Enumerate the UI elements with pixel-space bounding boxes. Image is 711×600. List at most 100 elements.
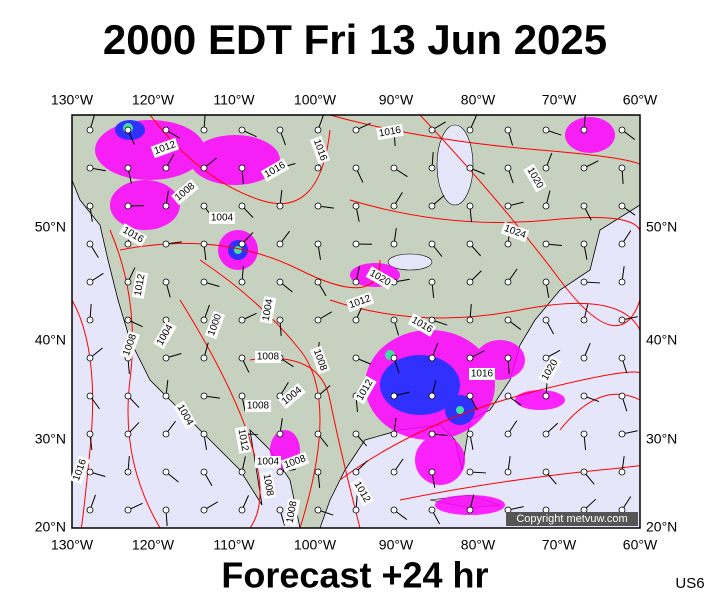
copyright: Copyright metvuw.com: [516, 513, 627, 525]
isobar-label-bg: [278, 383, 306, 409]
barb-station: [428, 202, 436, 210]
isobar-label-bg: [173, 400, 197, 430]
barb-station: [276, 240, 284, 248]
barb-station: [466, 430, 474, 438]
barb-station: [618, 126, 626, 134]
isobar-label: 1004: [209, 212, 235, 224]
lon-label-top: 80°W: [461, 92, 496, 108]
lat-label-right: 20°N: [646, 519, 677, 535]
lon-label-bottom: 100°W: [294, 537, 337, 553]
isobar-label-bg: [469, 368, 495, 380]
barb-station: [124, 164, 132, 172]
region-code: US6: [675, 575, 704, 592]
barb-station: [238, 164, 246, 172]
lon-label-top: 130°W: [51, 92, 94, 108]
lat-label-left: 30°N: [35, 431, 66, 447]
barb-station: [124, 202, 132, 210]
isobar-label-bg: [350, 477, 374, 507]
barb-station: [352, 240, 360, 248]
barb-station: [542, 202, 550, 210]
isobar-label-bg: [376, 123, 404, 141]
barb-station: [618, 468, 626, 476]
barb-station: [428, 278, 436, 286]
barb-station: [162, 430, 170, 438]
isobar-label: 1012: [131, 271, 149, 299]
isobar-label: 1004: [259, 296, 277, 324]
barb-station: [618, 164, 626, 172]
isobar-label-bg: [260, 158, 290, 182]
barb-station: [162, 278, 170, 286]
barb-station: [618, 392, 626, 400]
isobar-label: 1008: [245, 400, 271, 412]
lon-label-bottom: 120°W: [132, 537, 175, 553]
isobar-label-text: 1008: [257, 352, 280, 363]
barb-station: [200, 202, 208, 210]
isobar-label-bg: [204, 310, 226, 340]
isobar-label-text: 1016: [471, 369, 494, 380]
lon-label-top: 120°W: [132, 92, 175, 108]
barb-station: [162, 126, 170, 134]
barb-station: [542, 392, 550, 400]
barb-station: [466, 202, 474, 210]
barb-station: [86, 278, 94, 286]
barb-station: [618, 278, 626, 286]
isobar-label: 1012: [234, 426, 252, 454]
barb-station: [200, 354, 208, 362]
isobar-label-text: 1004: [257, 457, 280, 468]
isobar-label-text: 1012: [133, 273, 148, 297]
barb-station: [86, 240, 94, 248]
barb-station: [466, 164, 474, 172]
isobar-label-bg: [234, 426, 252, 454]
barb-station: [580, 278, 588, 286]
barb-station: [162, 392, 170, 400]
barb-station: [428, 316, 436, 324]
isobar-label: 1008: [255, 351, 281, 363]
barb-station: [390, 506, 398, 514]
lat-label-left: 40°N: [35, 332, 66, 348]
barb-station: [466, 468, 474, 476]
isobar-label-bg: [131, 271, 149, 299]
isobar-label-bg: [280, 451, 310, 473]
isobar-label-bg: [209, 212, 235, 224]
barb-station: [542, 316, 550, 324]
barb-station: [314, 430, 322, 438]
lon-label-bottom: 90°W: [379, 537, 414, 553]
barb-station: [162, 354, 170, 362]
barb-station: [352, 126, 360, 134]
barb-station: [428, 392, 436, 400]
barb-station: [314, 126, 322, 134]
barb-station: [580, 126, 588, 134]
barb-station: [542, 278, 550, 286]
barb-station: [466, 316, 474, 324]
barb-station: [314, 164, 322, 172]
lon-label-bottom: 110°W: [213, 537, 255, 553]
isobar-label-bg: [538, 355, 562, 385]
barb-station: [580, 392, 588, 400]
barb-station: [314, 392, 322, 400]
isobar-label: 1008: [283, 498, 301, 526]
barb-station: [162, 468, 170, 476]
barb-station: [542, 164, 550, 172]
barb-station: [276, 202, 284, 210]
title: 2000 EDT Fri 13 Jun 2025: [103, 16, 607, 63]
isobar-label-bg: [353, 375, 377, 405]
barb-station: [124, 430, 132, 438]
barb-station: [314, 468, 322, 476]
barb-station: [504, 202, 512, 210]
barb-station: [352, 468, 360, 476]
copyright-box: [506, 512, 638, 526]
barb-station: [86, 316, 94, 324]
barb-station: [352, 164, 360, 172]
barb-station: [314, 278, 322, 286]
barb-station: [504, 468, 512, 476]
barb-station: [238, 392, 246, 400]
barb-station: [390, 392, 398, 400]
barb-station: [618, 316, 626, 324]
lon-label-top: 110°W: [213, 92, 255, 108]
barb-station: [124, 316, 132, 324]
barb-station: [86, 468, 94, 476]
barb-station: [390, 202, 398, 210]
barb-station: [124, 240, 132, 248]
lon-label-top: 60°W: [623, 92, 658, 108]
